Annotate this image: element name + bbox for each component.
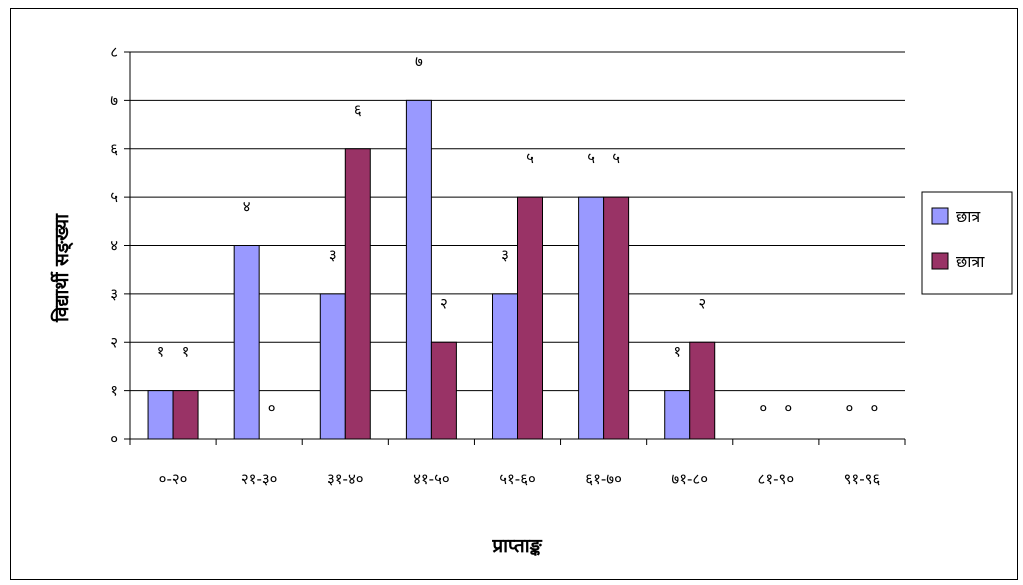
bar-boys: [405, 99, 432, 440]
bar-girls: [430, 341, 457, 440]
legend: छात्र छात्रा: [921, 191, 1013, 295]
x-tick-label: ७१-८०: [671, 470, 708, 488]
bar-girls: [603, 196, 630, 440]
bar-boys: [233, 245, 260, 440]
bars: [147, 99, 716, 440]
data-label: ३: [501, 246, 509, 264]
bar-boys: [664, 390, 691, 440]
bar-girls: [344, 148, 371, 440]
data-label: ६: [354, 101, 362, 119]
y-tick-label: २: [110, 333, 118, 351]
x-axis: ०-२० २१-३० ३१-४० ४१-५० ५१-६० ६१-७० ७१-८० ८१-९० ९…: [129, 438, 906, 488]
data-label: ५: [587, 149, 595, 167]
bar-girls: [517, 196, 543, 440]
y-tick-label: ६: [110, 140, 118, 158]
data-label: ३: [329, 246, 337, 264]
x-tick-label: ३१-४०: [327, 470, 364, 488]
y-axis: ० १ २ ३ ४ ५ ६ ७ ८: [110, 43, 131, 448]
y-tick-label: ५: [110, 188, 118, 206]
data-label: १: [673, 343, 681, 361]
data-label: २: [698, 294, 706, 312]
data-label: ५: [526, 149, 534, 167]
data-label: ०: [268, 399, 276, 417]
data-label: ०: [871, 399, 879, 417]
bar-boys: [147, 390, 174, 440]
bar-girls: [172, 390, 199, 440]
y-tick-label: ३: [110, 285, 118, 303]
x-tick-label: ९१-९६: [844, 470, 881, 488]
bar-boys: [319, 293, 346, 440]
data-label: ०: [846, 399, 854, 417]
bar-boys: [492, 293, 518, 440]
legend-label: छात्रा: [956, 252, 985, 271]
y-tick-label: ७: [110, 91, 118, 109]
data-label: ०: [759, 399, 767, 417]
data-label: २: [440, 294, 448, 312]
data-label: ७: [415, 52, 423, 70]
y-tick-label: ८: [110, 43, 118, 61]
bar-boys: [578, 196, 605, 440]
y-axis-title: विद्यार्थी सङ्ख्या: [50, 213, 74, 323]
legend-swatch: [931, 207, 949, 225]
y-tick-label: ०: [110, 430, 118, 448]
data-label: १: [157, 343, 165, 361]
x-tick-label: ०-२०: [159, 470, 188, 488]
chart-frame: [10, 8, 1018, 580]
legend-label: छात्र: [956, 207, 981, 226]
bar-girls: [689, 341, 716, 440]
x-tick-label: ४१-५०: [413, 470, 450, 488]
x-tick-label: ६१-७०: [585, 470, 622, 488]
x-tick-label: ८१-९०: [758, 470, 795, 488]
data-label: ०: [784, 399, 792, 417]
y-tick-label: ४: [110, 237, 118, 255]
x-axis-title: प्राप्ताङ्क: [491, 535, 542, 557]
x-tick-label: ५१-६०: [499, 470, 536, 488]
legend-swatch: [931, 252, 949, 270]
data-label: ५: [612, 149, 620, 167]
data-label: १: [182, 343, 190, 361]
x-tick-label: २१-३०: [241, 470, 278, 488]
y-tick-label: १: [110, 382, 118, 400]
data-label: ४: [243, 198, 251, 216]
